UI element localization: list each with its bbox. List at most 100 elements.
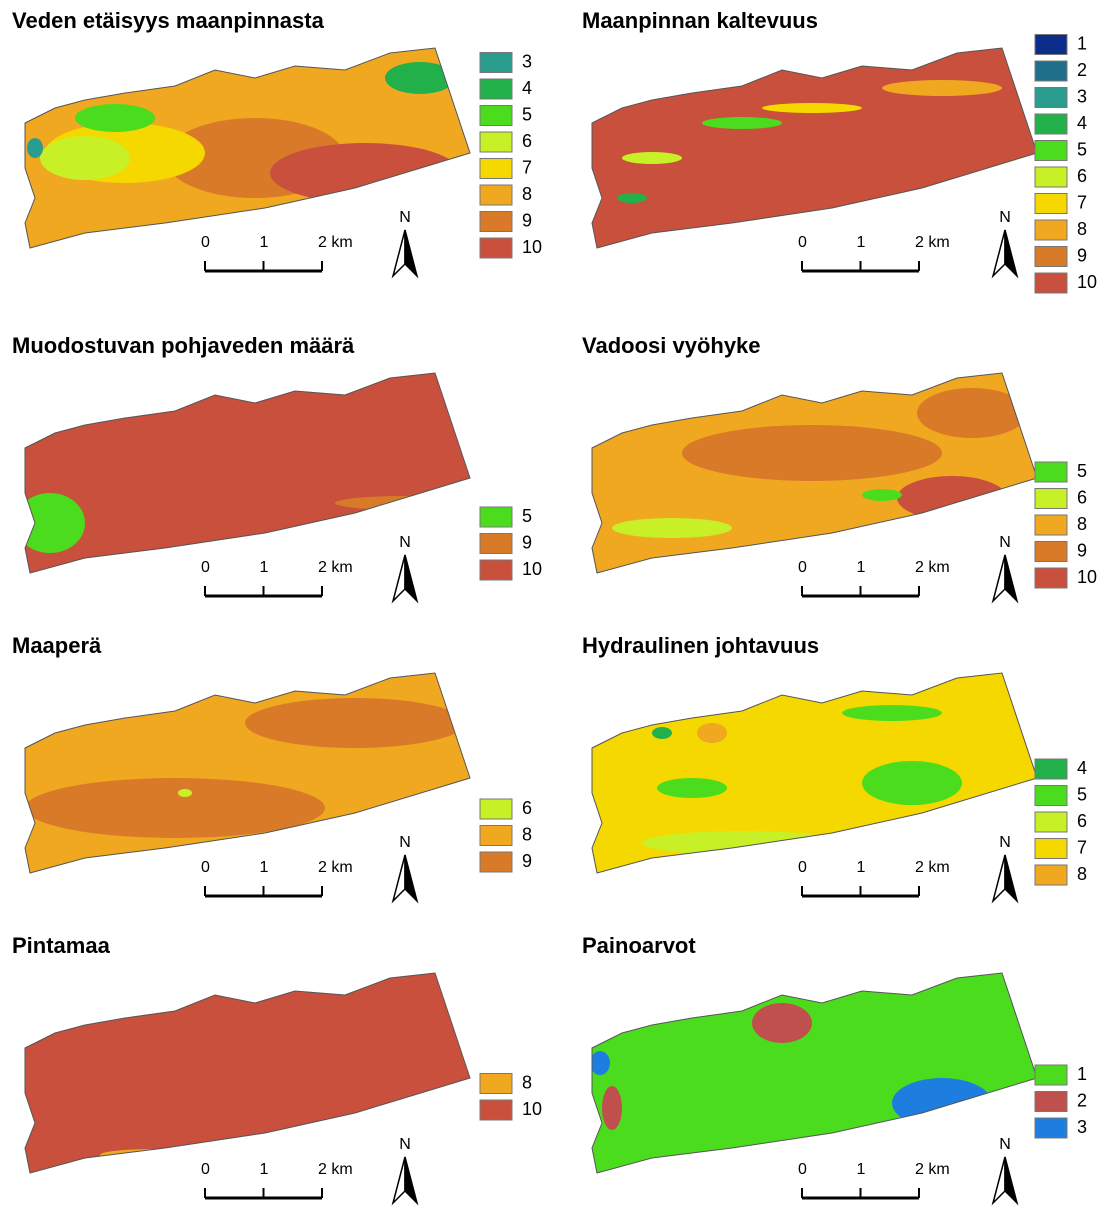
legend-label: 6 — [522, 131, 532, 151]
north-arrow — [393, 555, 405, 601]
north-arrow — [993, 855, 1005, 901]
north-arrow — [1005, 855, 1017, 901]
map — [592, 373, 1037, 573]
legend-label: 5 — [522, 104, 532, 124]
legend-swatch — [1035, 865, 1067, 885]
north-arrow — [405, 555, 417, 601]
legend-swatch — [1035, 273, 1067, 293]
map-zone — [75, 104, 155, 132]
scale-label: 2 km — [915, 1161, 950, 1178]
legend-swatch — [480, 799, 512, 819]
map-zone — [617, 193, 647, 203]
legend-label: 2 — [1077, 60, 1087, 80]
scale-label: 2 km — [915, 859, 950, 876]
scale-label: 1 — [260, 859, 269, 876]
map-panel: Hydraulinen johtavuus45678012 kmN — [582, 633, 1087, 901]
legend-swatch — [1035, 141, 1067, 161]
map-zone — [897, 476, 1007, 520]
map — [592, 673, 1037, 873]
map-zone — [917, 388, 1027, 438]
map-zone — [100, 1149, 210, 1161]
legend-label: 8 — [522, 824, 532, 844]
scale-label: 1 — [260, 559, 269, 576]
north-label: N — [399, 209, 411, 226]
map-area — [592, 973, 1037, 1173]
map-zone — [27, 138, 43, 158]
north-arrow — [993, 1157, 1005, 1203]
north-arrow — [1005, 230, 1017, 276]
legend-swatch — [1035, 194, 1067, 214]
map-zone — [652, 727, 672, 739]
map-zone — [882, 80, 1002, 96]
map-panel: Vadoosi vyöhyke568910012 kmN — [582, 333, 1097, 601]
legend-label: 6 — [522, 798, 532, 818]
legend-label: 9 — [1077, 245, 1087, 265]
legend-swatch — [480, 106, 512, 126]
map — [592, 48, 1037, 248]
panel-title: Maanpinnan kaltevuus — [582, 8, 818, 33]
map-zone — [245, 698, 465, 748]
map-zone — [590, 1051, 610, 1075]
scale-label: 2 km — [318, 559, 353, 576]
map-zone — [752, 1003, 812, 1043]
north-arrow — [993, 555, 1005, 601]
legend-label: 10 — [522, 1099, 542, 1119]
map-zone — [697, 723, 727, 743]
legend-label: 8 — [1077, 514, 1087, 534]
map-zone — [25, 778, 325, 838]
legend-label: 5 — [1077, 784, 1087, 804]
legend-label: 5 — [1077, 461, 1087, 481]
legend-label: 8 — [522, 184, 532, 204]
legend-label: 8 — [1077, 219, 1087, 239]
map-zone — [682, 425, 942, 481]
north-label: N — [999, 209, 1011, 226]
scale-label: 1 — [857, 559, 866, 576]
legend-swatch — [480, 238, 512, 258]
legend-swatch — [1035, 220, 1067, 240]
legend-swatch — [1035, 88, 1067, 108]
north-arrow — [405, 855, 417, 901]
legend-label: 10 — [522, 237, 542, 257]
legend-label: 5 — [522, 506, 532, 526]
north-label: N — [399, 534, 411, 551]
legend-label: 4 — [522, 78, 532, 98]
legend-label: 1 — [1077, 33, 1087, 53]
legend-label: 1 — [1077, 1064, 1087, 1084]
map-zone — [283, 1127, 327, 1139]
legend-swatch — [480, 826, 512, 846]
legend-swatch — [1035, 35, 1067, 55]
map-zone — [15, 493, 85, 553]
north-label: N — [999, 534, 1011, 551]
panel-title: Painoarvot — [582, 933, 696, 958]
map-zone — [657, 778, 727, 798]
legend-swatch — [1035, 786, 1067, 806]
legend-label: 10 — [1077, 567, 1097, 587]
scale-label: 0 — [201, 559, 210, 576]
map-area — [592, 48, 1037, 248]
legend-swatch — [1035, 1092, 1067, 1112]
legend-label: 8 — [522, 1072, 532, 1092]
legend-swatch — [1035, 759, 1067, 779]
scale-label: 1 — [857, 234, 866, 251]
legend-swatch — [480, 852, 512, 872]
map-zone — [642, 831, 842, 855]
scale-label: 0 — [798, 1161, 807, 1178]
legend-swatch — [480, 79, 512, 99]
map-zone — [40, 136, 130, 180]
map-zone — [612, 518, 732, 538]
legend-swatch — [1035, 812, 1067, 832]
map — [590, 973, 1037, 1173]
legend-swatch — [1035, 489, 1067, 509]
legend-label: 9 — [1077, 540, 1087, 560]
map-zone — [602, 1086, 622, 1130]
scale-label: 1 — [260, 1161, 269, 1178]
scale-label: 1 — [857, 859, 866, 876]
scale-label: 1 — [260, 234, 269, 251]
scale-label: 0 — [201, 859, 210, 876]
map-zone — [762, 103, 862, 113]
legend-label: 7 — [1077, 192, 1087, 212]
legend-label: 3 — [1077, 1117, 1087, 1137]
